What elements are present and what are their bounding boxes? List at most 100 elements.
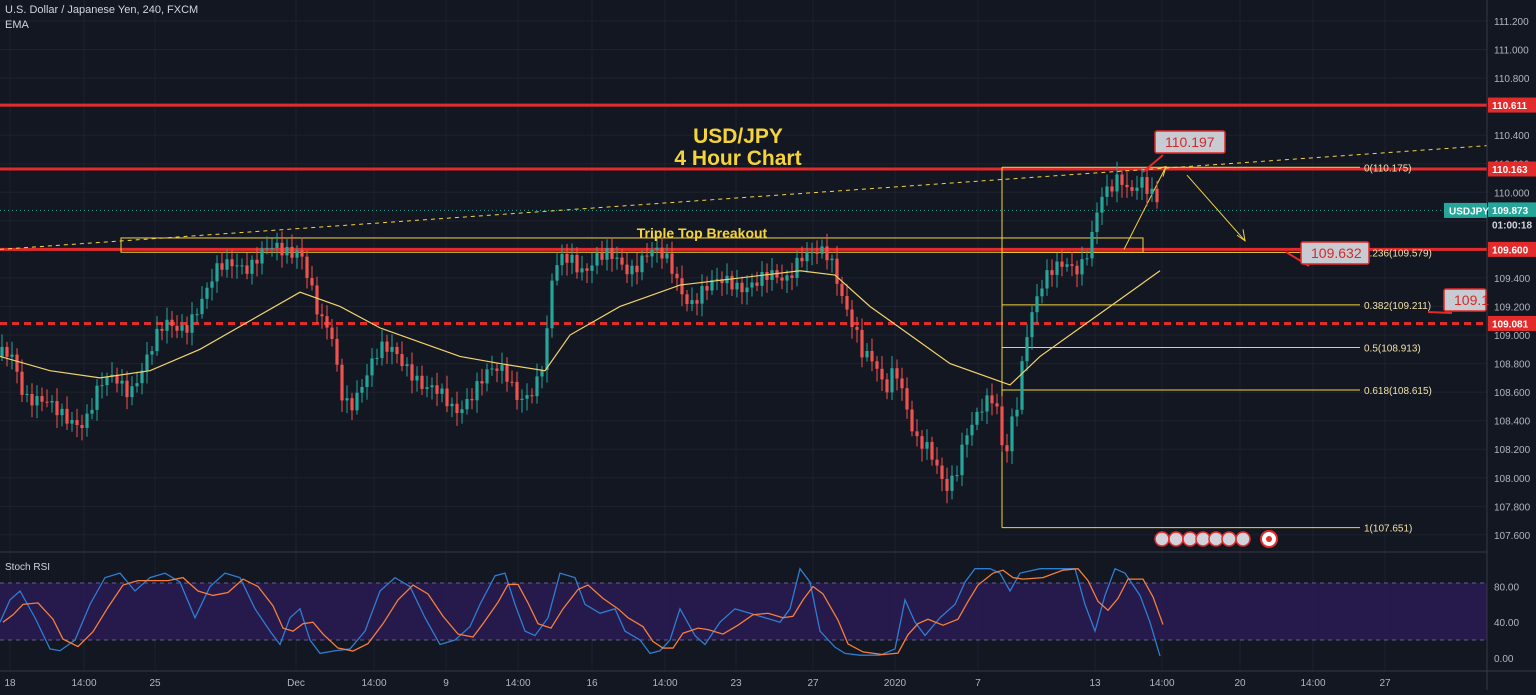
stoch-k-line [0, 567, 1161, 657]
candle-body [300, 250, 304, 257]
candle-body [920, 436, 924, 449]
candle-body [420, 375, 424, 389]
event-marker[interactable] [1260, 530, 1278, 548]
event-marker[interactable] [1208, 531, 1224, 547]
candle-body [750, 282, 754, 288]
candle-body [545, 328, 549, 371]
stoch-tick: 0.00 [1494, 654, 1514, 665]
candle-body [125, 380, 129, 398]
candle-body [975, 411, 979, 425]
fib-label: 0.382(109.211) [1364, 301, 1431, 312]
candle-body [955, 475, 959, 477]
event-marker[interactable] [1195, 531, 1211, 547]
candle-body [15, 354, 19, 372]
time-tick: 14:00 [1149, 678, 1174, 689]
candle-body [1010, 416, 1014, 452]
candle-body [820, 246, 824, 254]
candle-body [925, 442, 929, 449]
event-icon [1221, 531, 1237, 547]
candle-body [455, 403, 459, 413]
candle-body [340, 364, 344, 401]
price-axis[interactable]: 111.200111.000110.800110.600110.400110.2… [1494, 17, 1531, 542]
candle-body [80, 424, 84, 428]
candle-body [380, 341, 384, 358]
callout-text: 109.632 [1311, 245, 1362, 261]
candles-layer [0, 161, 1159, 504]
candle-body [180, 325, 184, 331]
candle-body [625, 264, 629, 275]
time-tick: 14:00 [1300, 678, 1325, 689]
candle-body [155, 328, 159, 352]
candle-body [895, 368, 899, 379]
event-marker[interactable] [1235, 531, 1251, 547]
event-marker[interactable] [1154, 531, 1170, 547]
fib-label: 1(107.651) [1364, 524, 1412, 535]
symbol-header[interactable]: U.S. Dollar / Japanese Yen, 240, FXCM [5, 4, 199, 16]
candle-body [810, 252, 814, 254]
candle-body [245, 265, 249, 274]
event-markers[interactable] [1154, 530, 1278, 548]
candle-body [40, 396, 44, 402]
callouts: 110.197 109.632 109.1 [1142, 130, 1489, 314]
event-marker[interactable] [1221, 531, 1237, 547]
candle-body [1150, 188, 1154, 194]
indicator-legend[interactable]: EMA [5, 19, 29, 31]
candle-body [175, 325, 179, 331]
candle-body [25, 393, 29, 395]
candle-body [790, 275, 794, 278]
candle-body [640, 255, 644, 273]
candle-body [85, 413, 89, 428]
callout-box [1300, 241, 1370, 265]
candle-body [10, 354, 14, 357]
candle-body [510, 381, 514, 383]
candle-body [365, 375, 369, 387]
candle-body [1075, 265, 1079, 275]
candle-body [590, 265, 594, 271]
candle-body [450, 403, 454, 407]
event-icon [1195, 531, 1211, 547]
candle-body [210, 281, 214, 288]
candle-body [225, 259, 229, 270]
candle-body [675, 273, 679, 279]
price-tick: 107.800 [1494, 502, 1531, 513]
time-axis[interactable]: 18 14:00 25 Dec 14:00 9 14:00 16 14:00 23 27 2020 7 1… [4, 678, 1391, 689]
event-icon [1208, 531, 1224, 547]
price-labels: 0(110.175) 0.236(109.579) 0.382(109.211) 0.… [1364, 97, 1536, 535]
candle-body [560, 254, 564, 266]
candle-body [405, 364, 409, 367]
candle-body [1050, 270, 1054, 275]
candle-body [620, 257, 624, 265]
candle-body [505, 365, 509, 382]
stoch-d-line [2, 568, 1164, 656]
candle-body [1040, 288, 1044, 297]
fib-label: 0.236(109.579) [1364, 248, 1432, 259]
candle-body [65, 408, 69, 424]
candle-body [1110, 186, 1114, 192]
candle-body [1140, 177, 1144, 188]
candle-body [715, 279, 719, 281]
event-icon [1154, 531, 1170, 547]
candle-body [1005, 445, 1009, 452]
callout-text: 110.197 [1165, 134, 1215, 150]
candle-body [235, 265, 239, 267]
price-tick: 111.200 [1494, 17, 1529, 28]
candle-body [765, 271, 769, 280]
candle-body [1105, 186, 1109, 197]
candle-body [735, 282, 739, 290]
candle-body [600, 253, 604, 260]
time-tick: 27 [807, 678, 819, 689]
candle-body [355, 392, 359, 411]
time-tick: 14:00 [652, 678, 677, 689]
candle-body [140, 370, 144, 384]
stoch-axis[interactable]: 80.00 40.00 0.00 [1494, 583, 1519, 665]
event-marker[interactable] [1168, 531, 1184, 547]
candle-body [740, 282, 744, 293]
candle-body [255, 259, 259, 264]
candle-body [840, 283, 844, 296]
candle-body [760, 271, 764, 286]
candle-body [445, 388, 449, 407]
candle-body [745, 287, 749, 293]
event-marker[interactable] [1182, 531, 1198, 547]
candle-body [585, 268, 589, 271]
